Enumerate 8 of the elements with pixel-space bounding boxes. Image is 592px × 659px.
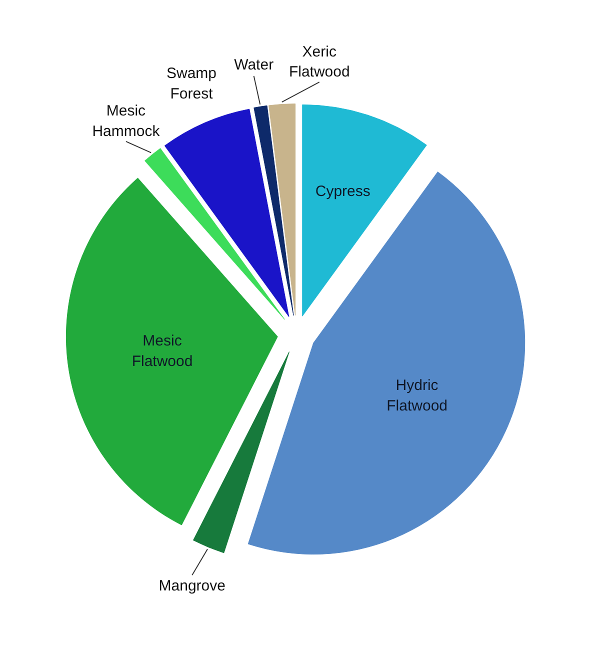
slice-label: Xeric Flatwood <box>288 43 350 81</box>
slice-label: Swamp Forest <box>166 65 217 103</box>
slice-label: Water <box>234 56 274 74</box>
slice-label: Mesic Flatwood <box>132 332 193 370</box>
slice-label: Hydric Flatwood <box>386 376 448 414</box>
slice-label: Mesic Hammock <box>92 102 160 140</box>
slice-label: Mangrove <box>158 578 226 595</box>
slice-label: Cypress <box>315 182 370 200</box>
